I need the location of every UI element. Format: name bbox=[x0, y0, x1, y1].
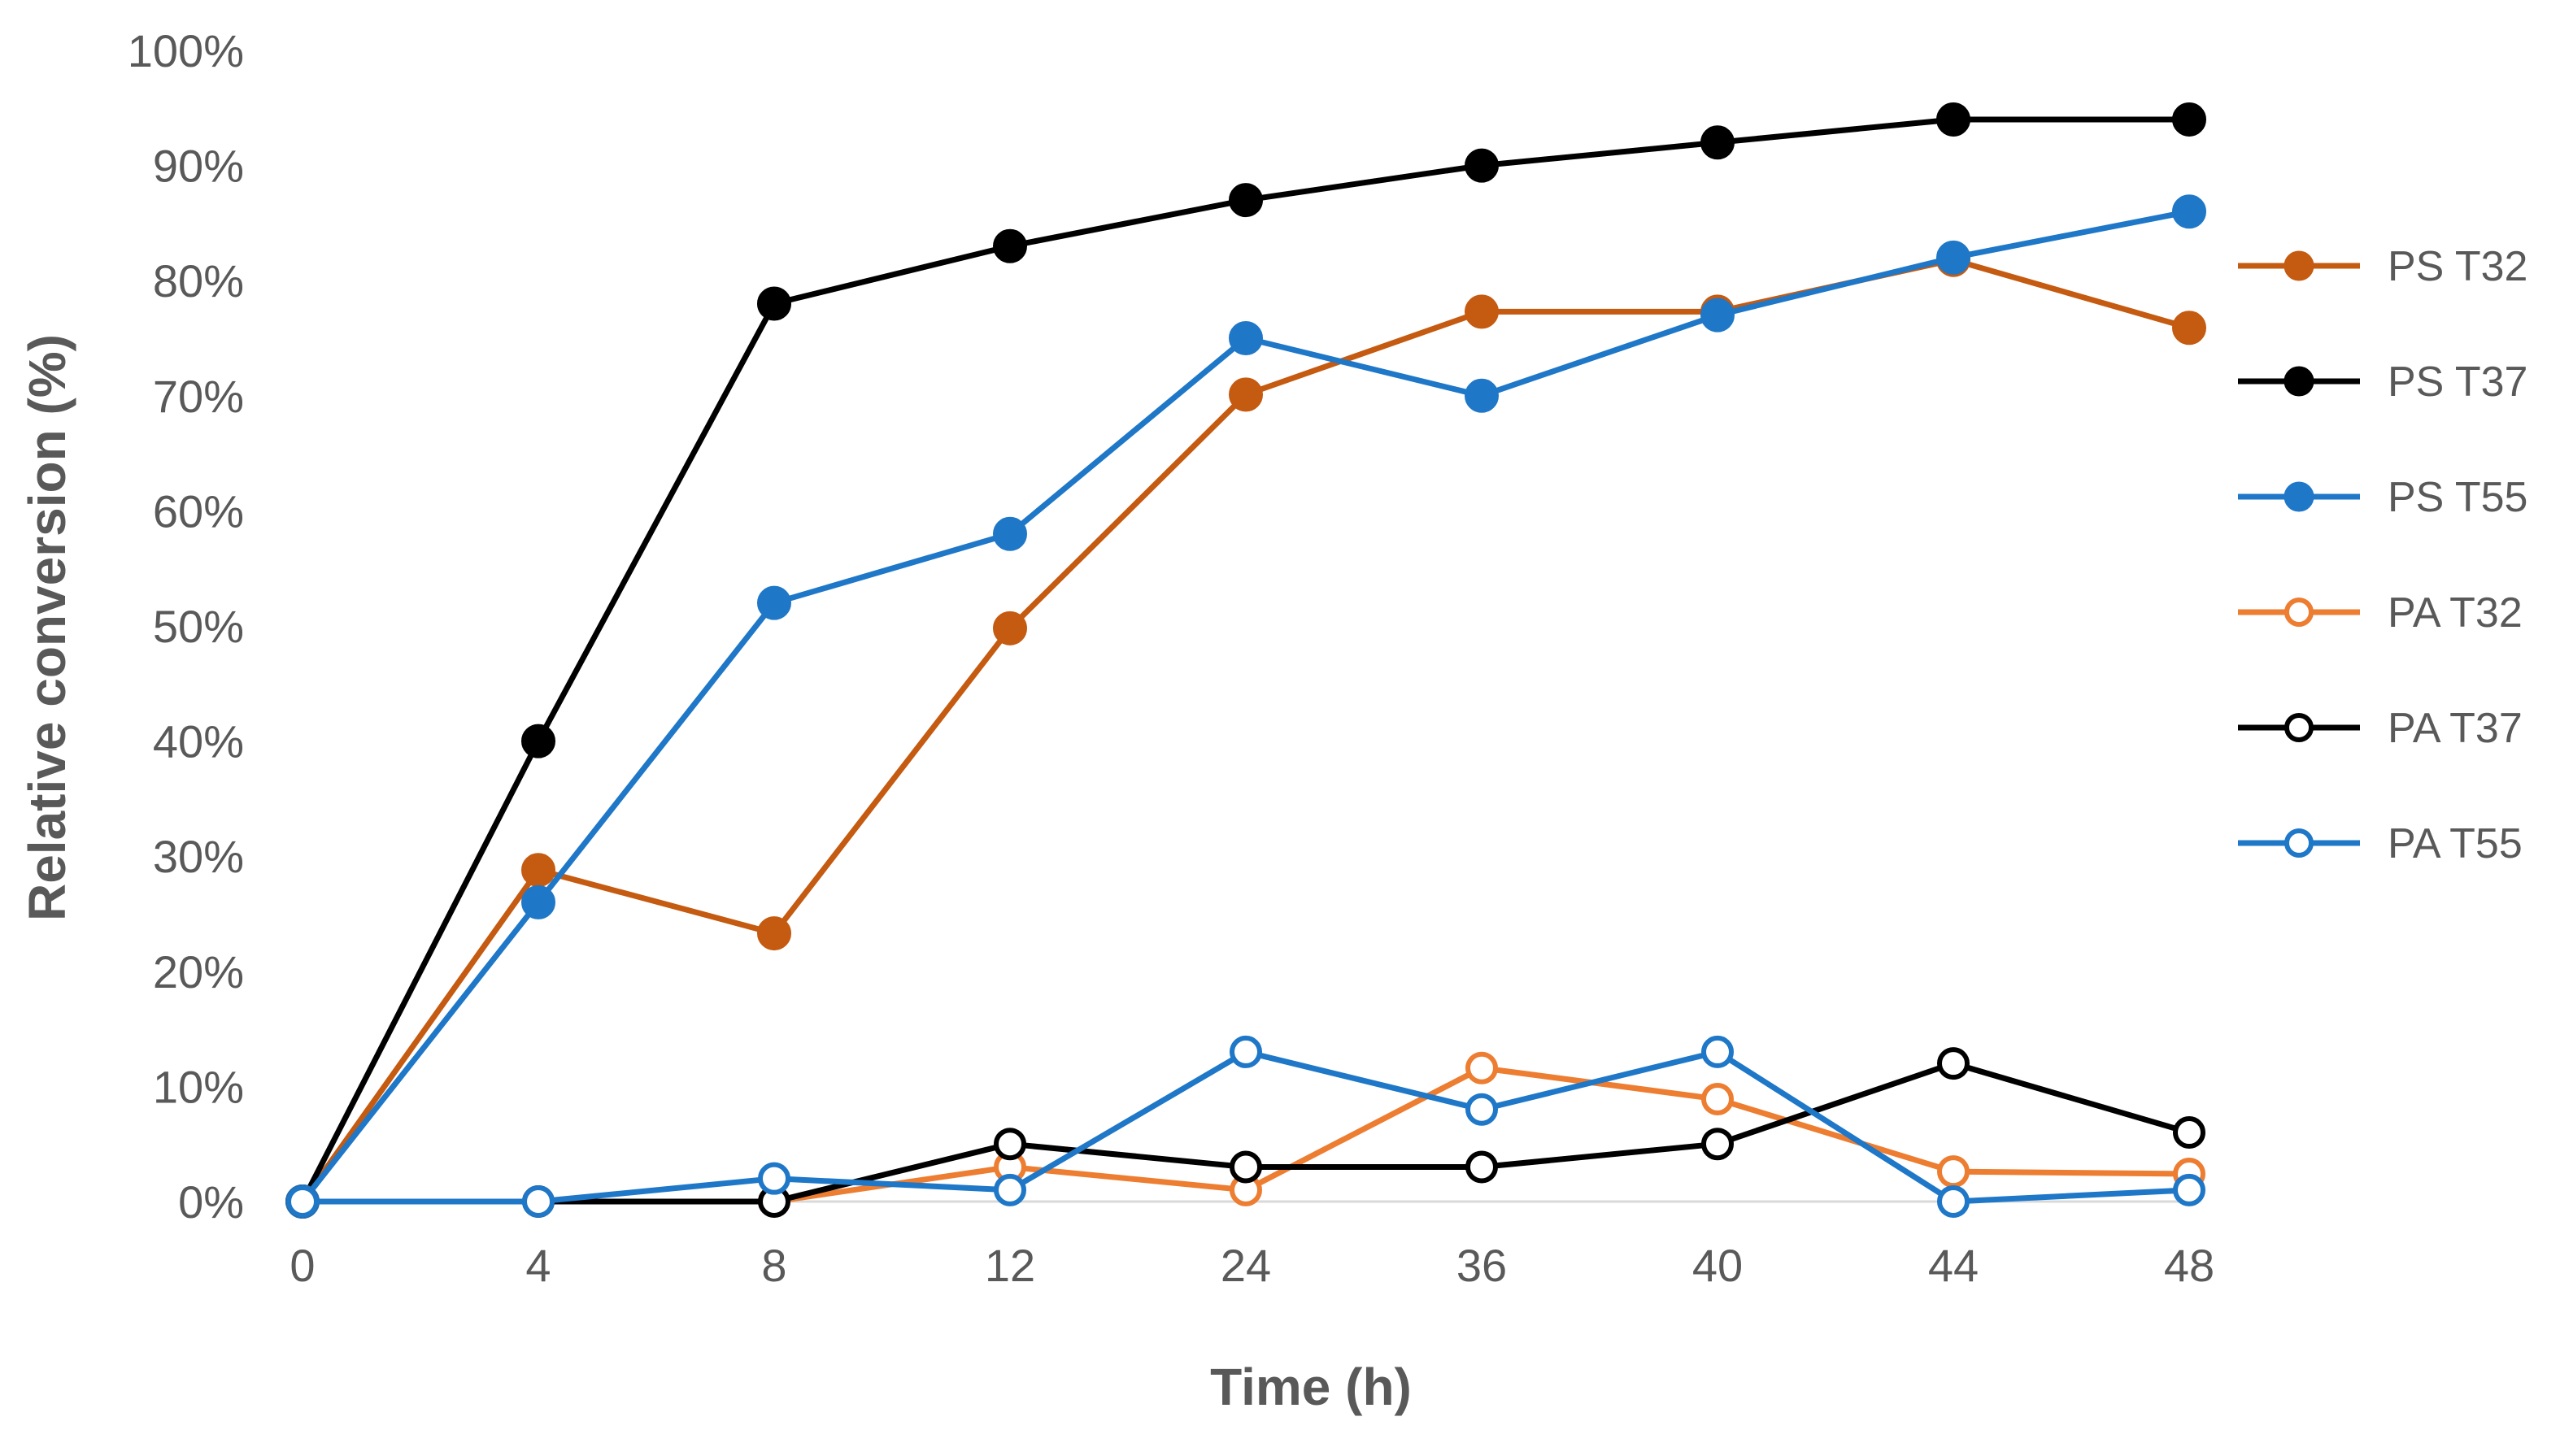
y-tick-label: 40% bbox=[153, 716, 244, 767]
data-point bbox=[1465, 294, 1499, 329]
data-point bbox=[1937, 1185, 1970, 1218]
data-point bbox=[2172, 102, 2206, 137]
data-point bbox=[1701, 1082, 1734, 1115]
legend-marker bbox=[2284, 366, 2314, 397]
y-tick-label: 0% bbox=[178, 1176, 244, 1228]
data-point bbox=[1230, 1150, 1262, 1184]
y-tick-label: 60% bbox=[153, 485, 244, 537]
x-tick-label: 12 bbox=[985, 1240, 1035, 1291]
data-point bbox=[1700, 298, 1735, 332]
x-tick-label: 0 bbox=[290, 1240, 315, 1291]
legend-label: PA T55 bbox=[2388, 820, 2523, 867]
legend-item: PS T37 bbox=[2238, 359, 2527, 406]
data-point bbox=[521, 724, 555, 758]
y-tick-label: 90% bbox=[153, 141, 244, 192]
series-pa-t55 bbox=[286, 1035, 2205, 1218]
data-point bbox=[1465, 378, 1499, 413]
data-point bbox=[1465, 148, 1499, 183]
data-point bbox=[994, 1173, 1026, 1206]
y-tick-label: 80% bbox=[153, 255, 244, 306]
series-ps-t32 bbox=[285, 242, 2206, 1219]
y-tick-label: 100% bbox=[128, 25, 244, 76]
series-ps-t55 bbox=[285, 194, 2206, 1219]
data-point bbox=[522, 1185, 555, 1218]
data-point bbox=[1700, 125, 1735, 160]
data-point bbox=[1465, 1150, 1498, 1184]
data-point bbox=[1230, 1035, 1262, 1068]
y-tick-label: 70% bbox=[153, 371, 244, 422]
legend-item: PS T32 bbox=[2238, 243, 2527, 290]
data-point bbox=[1229, 377, 1263, 412]
legend-item: PS T55 bbox=[2238, 474, 2527, 521]
legend-marker bbox=[2284, 481, 2314, 512]
x-tick-label: 24 bbox=[1221, 1240, 1271, 1291]
data-point bbox=[757, 286, 791, 321]
data-point bbox=[2172, 194, 2206, 229]
legend-marker bbox=[2284, 598, 2314, 627]
data-point bbox=[994, 1128, 1026, 1161]
y-tick-label: 30% bbox=[153, 831, 244, 882]
x-tick-label: 44 bbox=[1928, 1240, 1979, 1291]
legend-marker bbox=[2284, 250, 2314, 281]
x-tick-label: 36 bbox=[1456, 1240, 1507, 1291]
x-tick-label: 40 bbox=[1692, 1240, 1743, 1291]
series-layer bbox=[285, 102, 2206, 1219]
data-point bbox=[993, 516, 1027, 551]
legend-label: PS T37 bbox=[2388, 359, 2527, 406]
legend: PS T32 PS T37 PS T55 PA T32 PA T37 PA T55 bbox=[2238, 243, 2527, 867]
data-point bbox=[521, 884, 555, 919]
data-point bbox=[2172, 311, 2206, 346]
data-point bbox=[1465, 1051, 1498, 1084]
data-point bbox=[1229, 183, 1263, 218]
data-point bbox=[1229, 321, 1263, 355]
data-point bbox=[1701, 1128, 1734, 1161]
data-point bbox=[757, 916, 791, 951]
x-tick-label: 48 bbox=[2164, 1240, 2214, 1291]
data-point bbox=[2173, 1116, 2205, 1150]
data-point bbox=[757, 585, 791, 620]
data-point bbox=[2173, 1173, 2205, 1206]
data-point bbox=[1701, 1035, 1734, 1068]
y-axis-title: Relative conversion (%) bbox=[18, 334, 76, 921]
data-point bbox=[993, 611, 1027, 645]
data-point bbox=[1937, 1155, 1970, 1189]
data-point bbox=[1937, 1047, 1970, 1080]
data-point bbox=[521, 853, 555, 888]
legend-label: PS T55 bbox=[2388, 474, 2527, 521]
legend-label: PS T32 bbox=[2388, 243, 2527, 290]
legend-marker bbox=[2284, 828, 2314, 858]
data-point bbox=[286, 1185, 319, 1218]
x-axis-title: Time (h) bbox=[1210, 1358, 1412, 1416]
legend-item: PA T55 bbox=[2238, 820, 2523, 867]
legend-label: PA T37 bbox=[2388, 705, 2523, 752]
legend-marker bbox=[2284, 713, 2314, 742]
data-point bbox=[993, 228, 1027, 263]
y-tick-label: 10% bbox=[153, 1061, 244, 1112]
axes-layer: 0%10%20%30%40%50%60%70%80%90%100%0 4 8 12 24… bbox=[128, 25, 2214, 1291]
legend-item: PA T32 bbox=[2238, 589, 2523, 637]
data-point bbox=[1936, 102, 1970, 137]
x-tick-label: 8 bbox=[761, 1240, 786, 1291]
legend-item: PA T37 bbox=[2238, 705, 2523, 752]
x-tick-label: 4 bbox=[525, 1240, 551, 1291]
data-point bbox=[1465, 1093, 1498, 1126]
y-tick-label: 20% bbox=[153, 946, 244, 997]
data-point bbox=[758, 1162, 790, 1195]
data-point bbox=[1936, 240, 1970, 275]
y-tick-label: 50% bbox=[153, 601, 244, 652]
legend-label: PA T32 bbox=[2388, 589, 2523, 637]
